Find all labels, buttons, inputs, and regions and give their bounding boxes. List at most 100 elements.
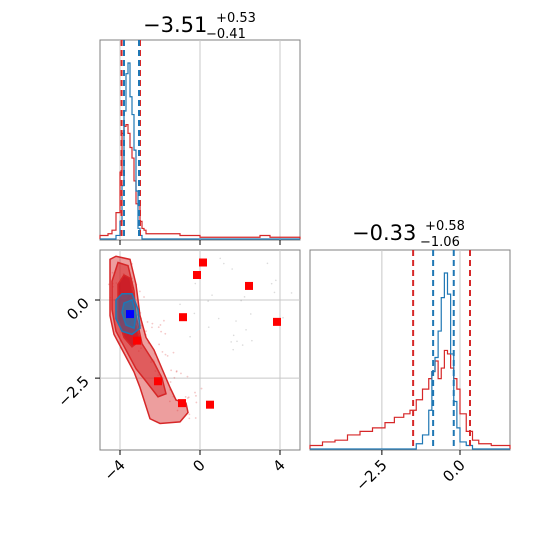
sample-point bbox=[245, 329, 247, 331]
sample-point bbox=[186, 397, 189, 399]
sample-point bbox=[231, 268, 233, 270]
sample-point bbox=[151, 326, 153, 329]
sample-point bbox=[159, 324, 162, 326]
sample-point bbox=[161, 351, 164, 353]
sample-point bbox=[169, 381, 172, 383]
sample-point bbox=[170, 369, 173, 372]
red-square-marker bbox=[193, 271, 201, 279]
sample-point bbox=[111, 271, 114, 274]
sample-point bbox=[273, 291, 276, 294]
scatter-2d-gridlines bbox=[100, 250, 300, 450]
sample-point bbox=[194, 282, 197, 285]
sample-point bbox=[270, 282, 273, 285]
sample-point bbox=[176, 409, 179, 412]
sample-point bbox=[223, 262, 225, 265]
sample-point bbox=[184, 395, 187, 398]
tick-label-y: 0.0 bbox=[63, 294, 93, 324]
histogram-blue-series bbox=[310, 272, 510, 450]
red-square-marker bbox=[133, 336, 141, 345]
sample-point bbox=[173, 376, 176, 379]
sample-point bbox=[235, 320, 237, 322]
sample-point bbox=[207, 300, 209, 302]
sample-point bbox=[186, 375, 189, 378]
sample-point bbox=[217, 317, 220, 320]
sample-point bbox=[240, 299, 242, 302]
sample-point bbox=[195, 394, 197, 397]
sample-point bbox=[275, 279, 277, 282]
sample-point bbox=[193, 312, 196, 315]
scatter-2d-panel: −4 0 4 0.0 −2.5 bbox=[54, 249, 301, 484]
sample-point bbox=[241, 344, 244, 346]
tick-label-x: 0 bbox=[189, 456, 208, 475]
hist-param2-title-minus: −1.06 bbox=[420, 235, 460, 250]
hist-param1-quantile-lines bbox=[120, 40, 141, 240]
sample-point bbox=[160, 330, 163, 333]
red-square-marker bbox=[206, 400, 214, 409]
blue-square-marker bbox=[126, 310, 134, 319]
sample-point bbox=[164, 332, 167, 335]
sample-point bbox=[166, 354, 169, 357]
sample-point bbox=[290, 292, 293, 294]
hist-param2-title-value: −0.33 bbox=[352, 221, 416, 245]
hist-param1-title-minus: −0.41 bbox=[206, 27, 246, 42]
scatter-2d-yaxis: 0.0 −2.5 bbox=[54, 294, 100, 411]
tick-label-x: 0.0 bbox=[439, 456, 469, 486]
red-square-marker bbox=[273, 317, 281, 326]
histogram-red-series bbox=[99, 124, 301, 239]
sample-point bbox=[158, 343, 160, 346]
sample-point bbox=[145, 330, 147, 333]
sample-point bbox=[188, 417, 191, 420]
sample-point bbox=[230, 341, 232, 343]
red-square-marker bbox=[178, 399, 186, 408]
sample-point bbox=[180, 372, 182, 375]
sample-point bbox=[249, 313, 252, 315]
hist-param1-title-plus: +0.53 bbox=[216, 11, 256, 26]
sample-point bbox=[219, 257, 222, 260]
sample-point bbox=[175, 370, 178, 372]
sample-point bbox=[200, 387, 203, 390]
sample-point bbox=[232, 348, 234, 351]
hist-param2-gridlines bbox=[381, 250, 461, 450]
red-square-marker bbox=[199, 258, 207, 267]
sample-point bbox=[146, 321, 149, 323]
red-square-marker bbox=[245, 281, 253, 290]
sample-point bbox=[143, 296, 145, 298]
sample-point bbox=[140, 324, 143, 327]
sample-point bbox=[195, 401, 198, 404]
scatter-2d-markers bbox=[126, 258, 281, 409]
sample-point bbox=[189, 335, 191, 338]
sample-point bbox=[172, 351, 175, 354]
sample-point bbox=[157, 326, 160, 329]
hist-param2-series bbox=[309, 272, 511, 450]
sample-point bbox=[243, 296, 246, 298]
sample-point bbox=[175, 370, 178, 373]
hist-param1-series bbox=[99, 62, 301, 240]
sample-point bbox=[163, 319, 165, 322]
tick-label-x: −4 bbox=[100, 456, 128, 484]
hist-param2-title: −0.33 +0.58 −1.06 bbox=[352, 211, 472, 250]
tick-label-y: −2.5 bbox=[54, 372, 92, 410]
sample-point bbox=[194, 417, 197, 419]
sample-point bbox=[232, 334, 235, 337]
histogram-blue-series bbox=[100, 62, 300, 240]
sample-point bbox=[211, 294, 213, 296]
red-square-marker bbox=[179, 313, 187, 322]
tick-label-x: 4 bbox=[269, 456, 288, 475]
hist-param2-frame bbox=[309, 249, 511, 451]
sample-point bbox=[138, 290, 141, 293]
hist-param1-title-value: −3.51 bbox=[143, 13, 207, 37]
sample-point bbox=[207, 326, 210, 328]
sample-point bbox=[194, 391, 196, 394]
hist-param1-title: −3.51 +0.53 −0.41 bbox=[143, 3, 263, 42]
sample-point bbox=[164, 353, 167, 356]
hist-param2-title-plus: +0.58 bbox=[425, 219, 465, 234]
scatter-2d-xaxis: −4 0 4 bbox=[100, 450, 289, 484]
sample-point bbox=[266, 262, 269, 265]
sample-point bbox=[188, 413, 191, 416]
red-square-marker bbox=[154, 377, 162, 386]
sample-point bbox=[236, 340, 238, 343]
sample-point bbox=[151, 322, 154, 325]
sample-point bbox=[282, 316, 284, 319]
hist-param1-panel: −3.51 +0.53 −0.41 bbox=[99, 3, 301, 245]
